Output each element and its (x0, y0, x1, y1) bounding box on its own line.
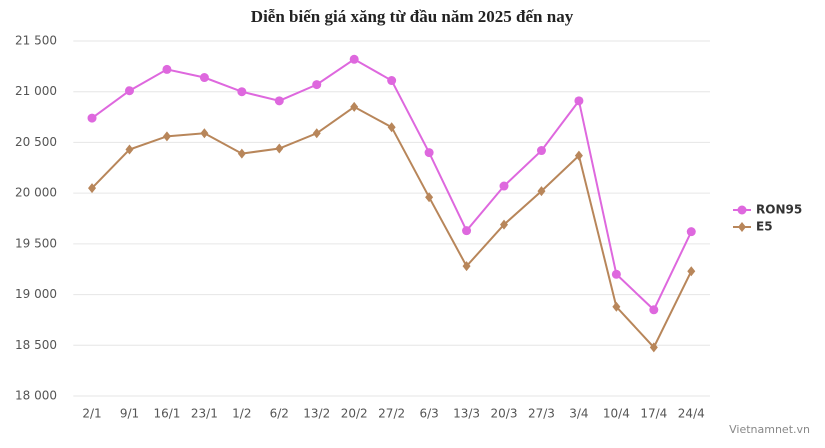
point (649, 305, 659, 315)
legend-marker (738, 222, 746, 232)
point (237, 87, 247, 97)
x-tick-label: 13/3 (453, 407, 480, 421)
line (91, 58, 693, 312)
point (88, 183, 97, 194)
x-tick-label: 24/4 (678, 407, 705, 421)
point (312, 128, 321, 139)
y-tick-label: 18 500 (15, 338, 57, 352)
x-tick-label: 23/1 (191, 407, 218, 421)
point (200, 128, 209, 139)
y-tick-label: 19 500 (15, 236, 57, 250)
point (162, 131, 171, 142)
point (124, 86, 134, 96)
x-tick-label: 27/3 (528, 407, 555, 421)
x-tick-label: 20/3 (491, 407, 518, 421)
point (612, 301, 621, 312)
x-tick-label: 3/4 (569, 407, 588, 421)
x-tick-label: 10/4 (603, 407, 630, 421)
y-tick-label: 21 500 (15, 34, 57, 48)
x-tick-label: 2/1 (82, 407, 101, 421)
x-tick-label: 13/2 (303, 407, 330, 421)
x-tick-label: 16/1 (153, 407, 180, 421)
point (350, 101, 359, 112)
line (91, 105, 693, 350)
y-tick-label: 18 000 (15, 389, 57, 403)
x-tick-label: 1/2 (232, 407, 251, 421)
point (237, 148, 246, 159)
point (574, 150, 583, 161)
point (425, 192, 434, 203)
point (500, 219, 509, 230)
point (686, 227, 696, 237)
x-tick-label: 20/2 (341, 407, 368, 421)
source: Vietnamnet.vn (729, 423, 810, 436)
legend-label: E5 (756, 220, 773, 234)
point (87, 113, 97, 123)
x-tick-label: 17/4 (640, 407, 667, 421)
point (312, 80, 322, 90)
x-tick-label: 9/1 (120, 407, 139, 421)
chart-title: Diễn biến giá xăng từ đầu năm 2025 đến n… (251, 7, 574, 26)
x-tick-label: 6/3 (419, 407, 438, 421)
legend-label: RON95 (756, 203, 802, 217)
point (537, 186, 546, 197)
point (387, 76, 397, 86)
y-tick-label: 20 000 (15, 186, 57, 200)
point (274, 96, 284, 106)
point (199, 73, 209, 83)
y-tick-label: 19 000 (15, 287, 57, 301)
point (499, 181, 509, 191)
point (649, 342, 658, 353)
point (125, 144, 134, 155)
point (462, 226, 472, 236)
y-tick-label: 21 000 (15, 84, 57, 98)
point (387, 122, 396, 133)
x-tick-label: 27/2 (378, 407, 405, 421)
point (162, 64, 172, 74)
point (574, 96, 584, 106)
legend-marker (737, 205, 747, 215)
point (424, 148, 434, 158)
point (611, 269, 621, 279)
point (687, 266, 696, 277)
point (349, 54, 359, 64)
x-tick-label: 6/2 (270, 407, 289, 421)
y-tick-label: 20 500 (15, 135, 57, 149)
point (536, 146, 546, 156)
point (462, 261, 471, 272)
point (275, 143, 284, 154)
